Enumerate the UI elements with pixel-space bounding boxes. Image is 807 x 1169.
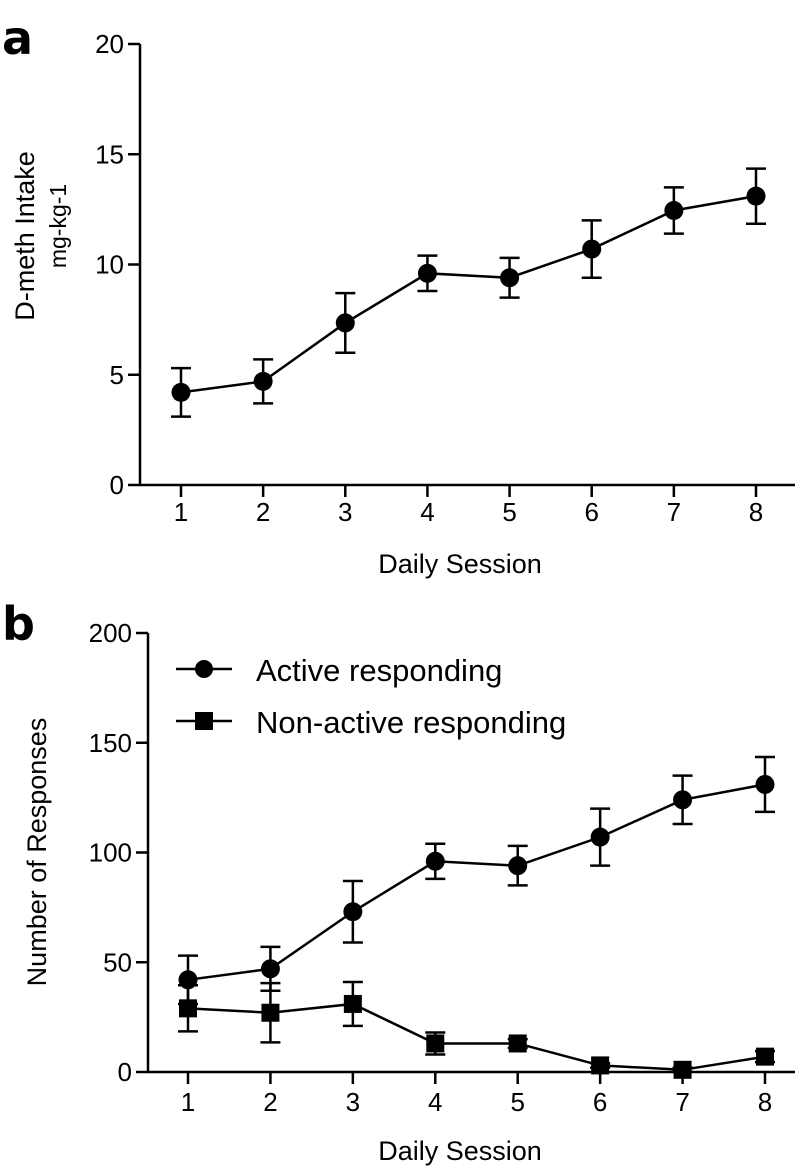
panel-b-series-1-point xyxy=(343,902,363,922)
legend-marker-active xyxy=(195,660,213,678)
panel-a-y-tick-label: 5 xyxy=(110,360,124,390)
panel-b-ylabel: Number of Responses xyxy=(22,718,52,987)
panel-b-series-1-point xyxy=(590,827,610,847)
panel-a-x-tick-label: 7 xyxy=(667,497,681,527)
panel-a-series-1-point xyxy=(417,263,437,283)
panel-b-x-tick-label: 5 xyxy=(510,1087,524,1117)
panel-a-y-tick-label: 10 xyxy=(95,250,124,280)
panel-b-series-2-point xyxy=(261,1003,280,1022)
panel-b-series-2-point xyxy=(508,1034,527,1053)
panel-a-series-1-point xyxy=(335,313,355,333)
panel-b-x-tick-label: 1 xyxy=(181,1087,195,1117)
panel-a-series-1-point xyxy=(664,200,684,220)
panel-b-y-tick-label: 50 xyxy=(103,947,132,977)
panel-b-y-tick-label: 0 xyxy=(118,1057,132,1087)
panel-a-series-1-point xyxy=(171,382,191,402)
legend-marker-nonactive xyxy=(195,712,213,730)
panel-a-xlabel: Daily Session xyxy=(378,549,542,579)
panel-b-series-1-point xyxy=(673,790,693,810)
panel-a-series-1-point xyxy=(746,186,766,206)
panel-b-y-tick-label: 200 xyxy=(89,618,132,648)
panel-a-x-tick-label: 1 xyxy=(174,497,188,527)
panel-b-x-tick-label: 3 xyxy=(346,1087,360,1117)
panel-b-x-tick-label: 2 xyxy=(263,1087,277,1117)
panel-b-legend: Active responding Non-active responding xyxy=(176,653,566,740)
panel-a-ylabel-units: mg-kg-1 xyxy=(45,184,71,268)
panel-a-y-tick-label: 15 xyxy=(95,139,124,169)
panel-a-series-1-point xyxy=(500,268,520,288)
panel-b-series-1-line xyxy=(187,783,766,982)
panel-a-x-tick-label: 4 xyxy=(420,497,434,527)
panel-b-series-1-point xyxy=(260,959,280,979)
panel-b-series-2-point xyxy=(591,1056,610,1075)
panel-b-series-2-line xyxy=(187,1002,766,1072)
panel-a-y-tick-label: 20 xyxy=(95,29,124,59)
panel-b-series-2-point xyxy=(343,994,362,1013)
panel-a-x-tick-label: 2 xyxy=(256,497,270,527)
panel-b-letter: b xyxy=(2,597,35,651)
panel-b-x-tick-label: 6 xyxy=(593,1087,607,1117)
panel-a-y-tick-label: 0 xyxy=(110,470,124,500)
panel-b-series-1-point xyxy=(508,856,528,876)
panel-b-series-2-point xyxy=(426,1034,445,1053)
panel-b-series-1-point xyxy=(425,851,445,871)
panel-b-series-1-point xyxy=(755,774,775,794)
panel-a-series-1-point xyxy=(253,371,273,391)
legend-label-active: Active responding xyxy=(256,653,502,688)
panel-b-series-2-point xyxy=(756,1047,774,1066)
panel-b-y-tick-label: 150 xyxy=(89,728,132,758)
panel-b-x-tick-label: 4 xyxy=(428,1087,442,1117)
legend-label-nonactive: Non-active responding xyxy=(256,705,566,740)
panel-b-y-tick-label: 100 xyxy=(89,838,132,868)
panel-b-xlabel: Daily Session xyxy=(378,1136,542,1166)
panel-a-series-1-line xyxy=(180,194,757,394)
panel-a-x-tick-label: 6 xyxy=(584,497,598,527)
panel-b-x-tick-label: 8 xyxy=(758,1087,772,1117)
panel-b-chart: 0 50 100 150 200 1 2 3 4 5 6 7 8 xyxy=(89,618,795,1117)
panel-a-ylabel: D-meth Intake xyxy=(10,151,40,321)
panel-a-letter: a xyxy=(2,11,33,65)
panel-b-x-tick-label: 7 xyxy=(675,1087,689,1117)
panel-a-series-1-point xyxy=(582,239,602,259)
panel-a-x-tick-label: 5 xyxy=(502,497,516,527)
panel-a-x-tick-label: 8 xyxy=(749,497,763,527)
panel-a-x-tick-label: 3 xyxy=(338,497,352,527)
panel-b-series-2-point xyxy=(179,999,197,1018)
panel-b-series-2-point xyxy=(673,1060,692,1079)
panel-a-chart: 0 5 10 15 20 1 2 3 4 5 6 7 8 xyxy=(95,29,795,527)
